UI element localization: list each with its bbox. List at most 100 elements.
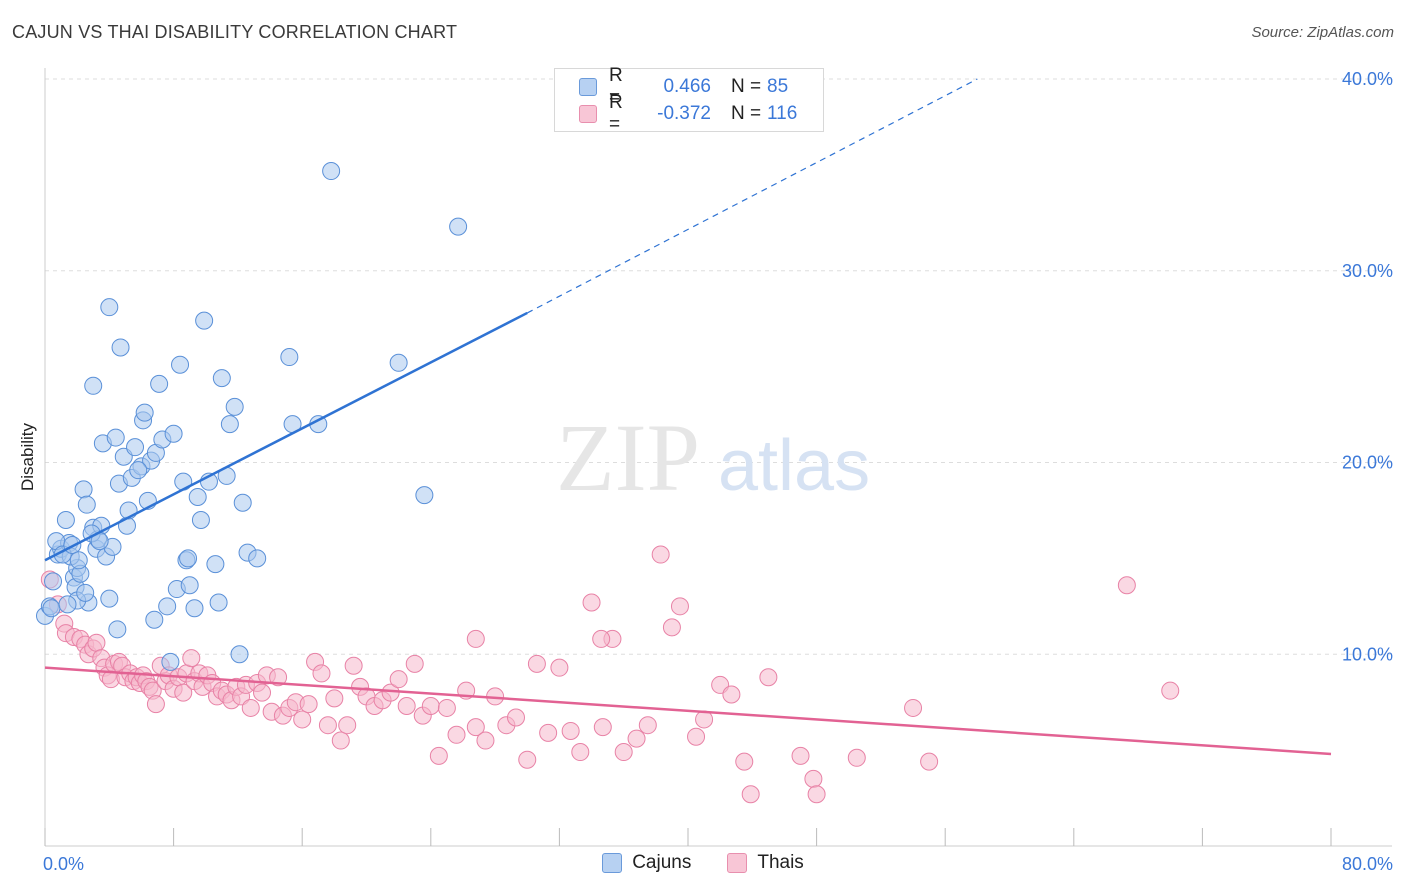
thai-point xyxy=(318,716,337,735)
thai-point xyxy=(722,685,741,704)
cajun-series xyxy=(36,162,468,671)
cajun-point xyxy=(248,549,267,568)
thai-point xyxy=(174,683,193,702)
cajun-point xyxy=(185,599,204,618)
y-tick-label: 40.0% xyxy=(1342,69,1393,89)
cajun-point xyxy=(449,217,468,236)
thai-point xyxy=(561,721,580,740)
cajun-point xyxy=(191,511,210,530)
thai-point xyxy=(614,743,633,762)
series-legend: Cajuns Thais xyxy=(0,852,1406,874)
thai-point xyxy=(437,698,456,717)
cajun-point xyxy=(280,348,299,367)
thai-point xyxy=(87,633,106,652)
thai-point xyxy=(1117,576,1136,595)
cajun-point xyxy=(129,461,148,480)
cajun-point xyxy=(111,338,130,357)
source-credit: Source: ZipAtlas.com xyxy=(1251,24,1394,41)
thai-point xyxy=(397,697,416,716)
thai-point xyxy=(447,725,466,744)
cajun-trend-extension xyxy=(526,78,978,314)
cajun-point xyxy=(108,620,127,639)
watermark: ZIP atlas xyxy=(556,404,870,511)
cajun-point xyxy=(106,428,125,447)
thai-point xyxy=(735,752,754,771)
thai-point xyxy=(466,629,485,648)
cajun-point xyxy=(188,488,207,507)
y-axis-label: Disability xyxy=(18,422,37,491)
cajun-point xyxy=(322,162,341,181)
thai-swatch xyxy=(727,853,748,873)
thai-point xyxy=(847,748,866,767)
cajun-trend-line xyxy=(44,311,528,562)
n-label: N = xyxy=(731,76,762,97)
cajun-point xyxy=(69,551,88,570)
cajun-point xyxy=(164,424,183,443)
thai-point xyxy=(331,731,350,750)
cajun-swatch xyxy=(602,853,623,873)
legend-item-thais: Thais xyxy=(727,852,804,874)
thai-point xyxy=(527,654,546,673)
watermark-atlas: atlas xyxy=(718,426,870,506)
legend-label-cajuns: Cajuns xyxy=(632,852,692,873)
y-tick-label: 20.0% xyxy=(1342,453,1393,473)
legend-item-cajuns: Cajuns xyxy=(602,852,691,874)
thai-point xyxy=(146,695,165,714)
thai-point xyxy=(627,729,646,748)
r-label: R = xyxy=(609,92,623,135)
thai-point xyxy=(687,727,706,746)
thai-point xyxy=(539,723,558,742)
cajun-point xyxy=(44,572,63,591)
chart-title: CAJUN VS THAI DISABILITY CORRELATION CHA… xyxy=(12,22,458,42)
cajun-point xyxy=(56,511,75,530)
r-value: -0.372 xyxy=(657,103,711,124)
thai-point xyxy=(389,670,408,689)
thai-point xyxy=(804,769,823,788)
thai-point xyxy=(338,716,357,735)
watermark-zip: ZIP xyxy=(556,404,700,511)
cajun-point xyxy=(84,376,103,395)
thai-point xyxy=(592,629,611,648)
cajun-point xyxy=(220,415,239,434)
thai-point xyxy=(741,785,760,804)
tick-labels: 10.0% 20.0% 30.0% 40.0% 0.0% 80.0% xyxy=(43,69,1393,874)
cajun-point xyxy=(180,576,199,595)
n-label: N = xyxy=(731,103,762,124)
trend-lines xyxy=(44,78,1332,756)
thai-point xyxy=(1161,681,1180,700)
cajun-point xyxy=(161,652,180,671)
n-value: 116 xyxy=(767,103,798,124)
cajun-point xyxy=(158,597,177,616)
cajun-point xyxy=(233,493,252,512)
thai-point xyxy=(253,683,272,702)
thai-point xyxy=(421,697,440,716)
cajun-point xyxy=(415,486,434,505)
cajun-point xyxy=(58,595,77,614)
thai-series xyxy=(40,545,1180,804)
thai-point xyxy=(670,597,689,616)
thai-point xyxy=(269,668,288,687)
thai-point xyxy=(920,752,939,771)
cajun-point xyxy=(179,549,198,568)
n-value: 85 xyxy=(767,76,789,97)
thai-point xyxy=(312,664,331,683)
cajun-point xyxy=(230,645,249,664)
cajun-swatch xyxy=(579,78,597,96)
thai-point xyxy=(807,785,826,804)
cajun-point xyxy=(171,355,190,374)
gridlines xyxy=(45,78,1392,655)
cajun-point xyxy=(389,353,408,372)
thai-point xyxy=(476,731,495,750)
y-tick-label: 10.0% xyxy=(1342,644,1393,664)
cajun-point xyxy=(195,311,214,330)
cajun-point xyxy=(206,555,225,574)
x-tick-label-max: 80.0% xyxy=(1342,854,1393,874)
cajun-point xyxy=(126,438,145,457)
cajun-point xyxy=(100,298,119,317)
cajun-point xyxy=(100,589,119,608)
thai-point xyxy=(651,545,670,564)
thai-point xyxy=(593,718,612,737)
thai-point xyxy=(344,656,363,675)
thai-point xyxy=(293,710,312,729)
